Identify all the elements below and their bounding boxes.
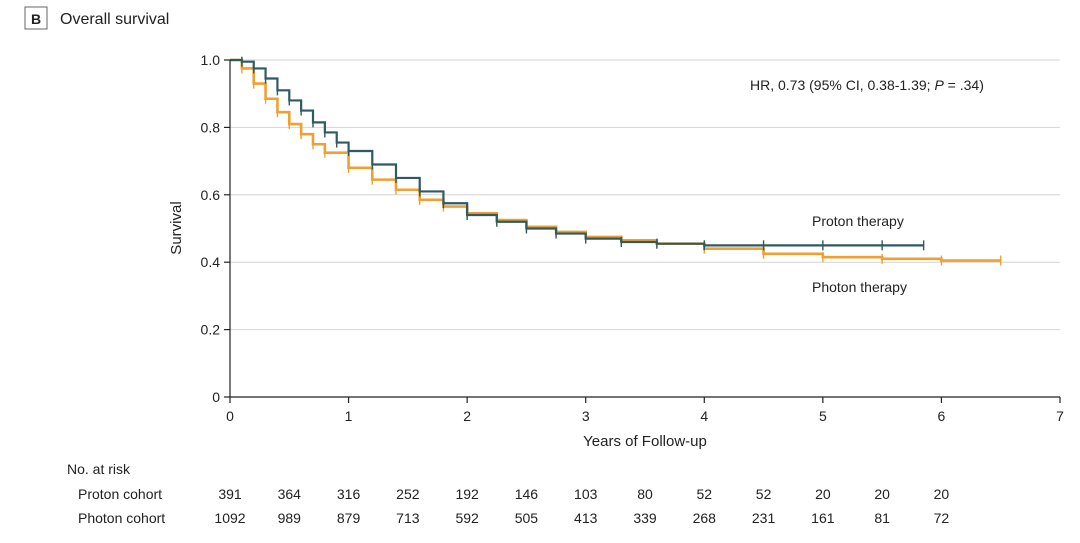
risk-value: 879 bbox=[337, 510, 361, 526]
axes bbox=[229, 60, 1060, 398]
risk-value: 52 bbox=[696, 486, 712, 502]
x-axis-label: Years of Follow-up bbox=[583, 433, 707, 450]
hr-annotation: HR, 0.73 (95% CI, 0.38-1.39; P = .34) bbox=[750, 77, 984, 93]
risk-row-label-proton: Proton cohort bbox=[78, 486, 162, 502]
x-tick-label: 0 bbox=[226, 408, 234, 424]
risk-value: 52 bbox=[756, 486, 772, 502]
risk-value: 364 bbox=[278, 486, 302, 502]
risk-value: 252 bbox=[396, 486, 420, 502]
risk-value: 146 bbox=[515, 486, 539, 502]
risk-value: 505 bbox=[515, 510, 539, 526]
x-tick-label: 5 bbox=[819, 408, 827, 424]
x-tick-label: 4 bbox=[700, 408, 708, 424]
x-tick-label: 7 bbox=[1056, 408, 1064, 424]
risk-value: 592 bbox=[455, 510, 479, 526]
risk-table-values: 391 364 316 252 192 146 103 80 52 52 20 20 20 1092 989… bbox=[214, 486, 949, 526]
risk-value: 192 bbox=[455, 486, 479, 502]
series-layer bbox=[230, 56, 1002, 266]
risk-value: 20 bbox=[874, 486, 890, 502]
risk-value: 1092 bbox=[214, 510, 245, 526]
risk-value: 391 bbox=[218, 486, 242, 502]
risk-value: 81 bbox=[874, 510, 890, 526]
panel-letter: B bbox=[31, 11, 41, 27]
hr-annotation-p: P bbox=[934, 77, 944, 93]
risk-value: 989 bbox=[278, 510, 302, 526]
risk-value: 72 bbox=[934, 510, 950, 526]
risk-value: 413 bbox=[574, 510, 598, 526]
risk-value: 103 bbox=[574, 486, 598, 502]
y-tick-label: 0.4 bbox=[201, 254, 221, 270]
x-ticks: 0 1 2 3 4 5 6 7 bbox=[226, 397, 1064, 424]
gridlines bbox=[230, 59, 1060, 331]
series-label-proton: Proton therapy bbox=[812, 213, 904, 229]
risk-value: 161 bbox=[811, 510, 835, 526]
y-tick-label: 0 bbox=[212, 389, 220, 405]
y-ticks: 0 0.2 0.4 0.6 0.8 1.0 bbox=[201, 52, 230, 405]
y-tick-label: 0.2 bbox=[201, 322, 221, 338]
y-tick-label: 1.0 bbox=[201, 52, 221, 68]
risk-value: 20 bbox=[815, 486, 831, 502]
risk-value: 80 bbox=[637, 486, 653, 502]
panel-title: Overall survival bbox=[60, 11, 169, 28]
risk-value: 20 bbox=[934, 486, 950, 502]
series-label-photon: Photon therapy bbox=[812, 279, 907, 295]
risk-value: 316 bbox=[337, 486, 361, 502]
y-tick-label: 0.8 bbox=[201, 119, 221, 135]
risk-value: 231 bbox=[752, 510, 776, 526]
risk-value: 713 bbox=[396, 510, 420, 526]
x-tick-label: 3 bbox=[582, 408, 590, 424]
x-tick-label: 2 bbox=[463, 408, 471, 424]
x-tick-label: 1 bbox=[345, 408, 353, 424]
risk-value: 339 bbox=[633, 510, 657, 526]
x-tick-label: 6 bbox=[938, 408, 946, 424]
risk-value: 268 bbox=[693, 510, 717, 526]
risk-row-label-photon: Photon cohort bbox=[78, 510, 165, 526]
y-tick-label: 0.6 bbox=[201, 187, 221, 203]
risk-table-header: No. at risk bbox=[67, 461, 131, 477]
hr-annotation-part2: = .34) bbox=[944, 77, 984, 93]
hr-annotation-part1: HR, 0.73 (95% CI, 0.38-1.39; bbox=[750, 77, 934, 93]
panel-letter-box bbox=[24, 6, 48, 30]
y-axis-label: Survival bbox=[168, 201, 185, 254]
